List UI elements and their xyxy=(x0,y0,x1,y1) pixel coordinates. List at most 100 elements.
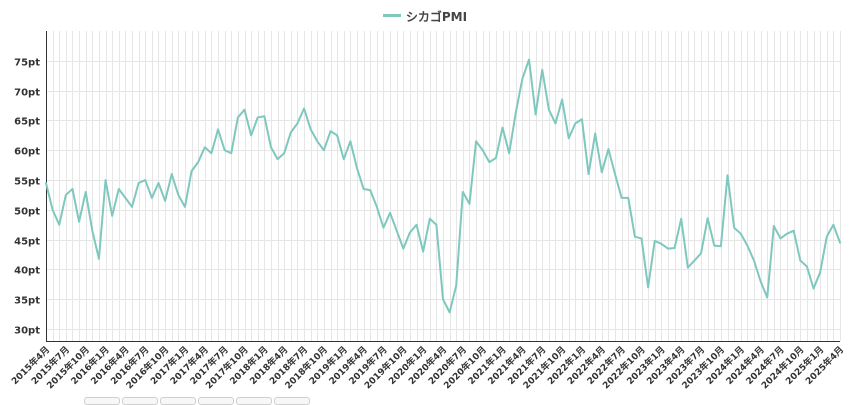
data-point xyxy=(620,196,624,200)
legend-swatch xyxy=(382,14,401,17)
data-point xyxy=(428,217,432,221)
data-point xyxy=(560,98,564,102)
data-point xyxy=(818,270,822,274)
data-point xyxy=(110,214,114,218)
data-point xyxy=(256,115,260,119)
data-point xyxy=(315,139,319,143)
data-point xyxy=(196,160,200,164)
data-point xyxy=(646,285,650,289)
legend[interactable]: シカゴPMI xyxy=(0,8,850,25)
data-point xyxy=(190,169,194,173)
data-point xyxy=(778,236,782,240)
data-point xyxy=(44,181,48,185)
data-point xyxy=(276,157,280,161)
data-point xyxy=(765,295,769,299)
sheet-tab-stub xyxy=(236,397,272,405)
data-point xyxy=(130,205,134,209)
data-point xyxy=(408,231,412,235)
y-tick-label: 70pt xyxy=(14,88,40,99)
data-point xyxy=(163,199,167,203)
sheet-tab-stub xyxy=(84,397,120,405)
data-point xyxy=(812,287,816,291)
data-point xyxy=(745,244,749,248)
data-point xyxy=(117,187,121,191)
data-point xyxy=(573,121,577,125)
data-point xyxy=(51,208,55,212)
data-point xyxy=(229,151,233,155)
data-point xyxy=(170,172,174,176)
data-point xyxy=(487,160,491,164)
data-point xyxy=(289,130,293,134)
data-point xyxy=(269,145,273,149)
data-point xyxy=(474,139,478,143)
data-point xyxy=(798,259,802,263)
data-point xyxy=(520,77,524,81)
legend-label: シカゴPMI xyxy=(405,10,468,24)
data-point xyxy=(752,259,756,263)
data-point xyxy=(415,223,419,227)
data-point xyxy=(825,235,829,239)
data-point xyxy=(223,148,227,152)
y-tick-label: 60pt xyxy=(14,147,40,158)
data-point xyxy=(123,196,127,200)
data-point xyxy=(368,188,372,192)
data-point xyxy=(381,226,385,230)
data-point xyxy=(633,235,637,239)
data-point xyxy=(329,129,333,133)
data-point xyxy=(295,121,299,125)
data-point xyxy=(527,58,531,62)
data-point xyxy=(600,170,604,174)
data-point xyxy=(77,220,81,224)
data-point xyxy=(388,211,392,215)
data-point xyxy=(726,173,730,177)
sheet-tab-stub xyxy=(160,397,196,405)
data-point xyxy=(64,193,68,197)
data-point xyxy=(706,216,710,220)
data-point xyxy=(70,187,74,191)
y-tick-label: 30pt xyxy=(14,326,40,337)
data-point xyxy=(719,244,723,248)
data-point xyxy=(640,236,644,240)
data-point xyxy=(772,224,776,228)
data-point xyxy=(679,217,683,221)
data-point xyxy=(249,133,253,137)
data-point xyxy=(653,239,657,243)
data-point xyxy=(183,205,187,209)
series-line-chicago-pmi xyxy=(45,58,841,314)
y-tick-label: 40pt xyxy=(14,266,40,277)
data-point xyxy=(507,151,511,155)
data-point xyxy=(448,310,452,314)
data-point xyxy=(454,284,458,288)
sheet-tab-stub xyxy=(274,397,310,405)
data-point xyxy=(375,205,379,209)
data-point xyxy=(243,108,247,112)
data-point xyxy=(534,112,538,116)
data-point xyxy=(104,178,108,182)
data-point xyxy=(712,244,716,248)
data-point xyxy=(732,226,736,230)
data-point xyxy=(666,247,670,251)
data-point xyxy=(441,297,445,301)
data-point xyxy=(659,242,663,246)
data-point xyxy=(176,193,180,197)
data-point xyxy=(401,247,405,251)
sheet-tab-stub xyxy=(198,397,234,405)
data-point xyxy=(395,229,399,233)
data-point xyxy=(137,181,141,185)
data-point xyxy=(216,127,220,131)
data-point xyxy=(739,232,743,236)
data-point xyxy=(593,132,597,136)
data-point xyxy=(90,229,94,233)
data-point xyxy=(309,127,313,131)
data-point xyxy=(421,250,425,254)
y-tick-label: 75pt xyxy=(14,58,40,69)
data-point xyxy=(355,166,359,170)
data-point xyxy=(97,257,101,261)
data-point xyxy=(792,229,796,233)
y-tick-label: 65pt xyxy=(14,117,40,128)
data-point xyxy=(613,172,617,176)
y-tick-label: 35pt xyxy=(14,296,40,307)
data-point xyxy=(514,111,518,115)
